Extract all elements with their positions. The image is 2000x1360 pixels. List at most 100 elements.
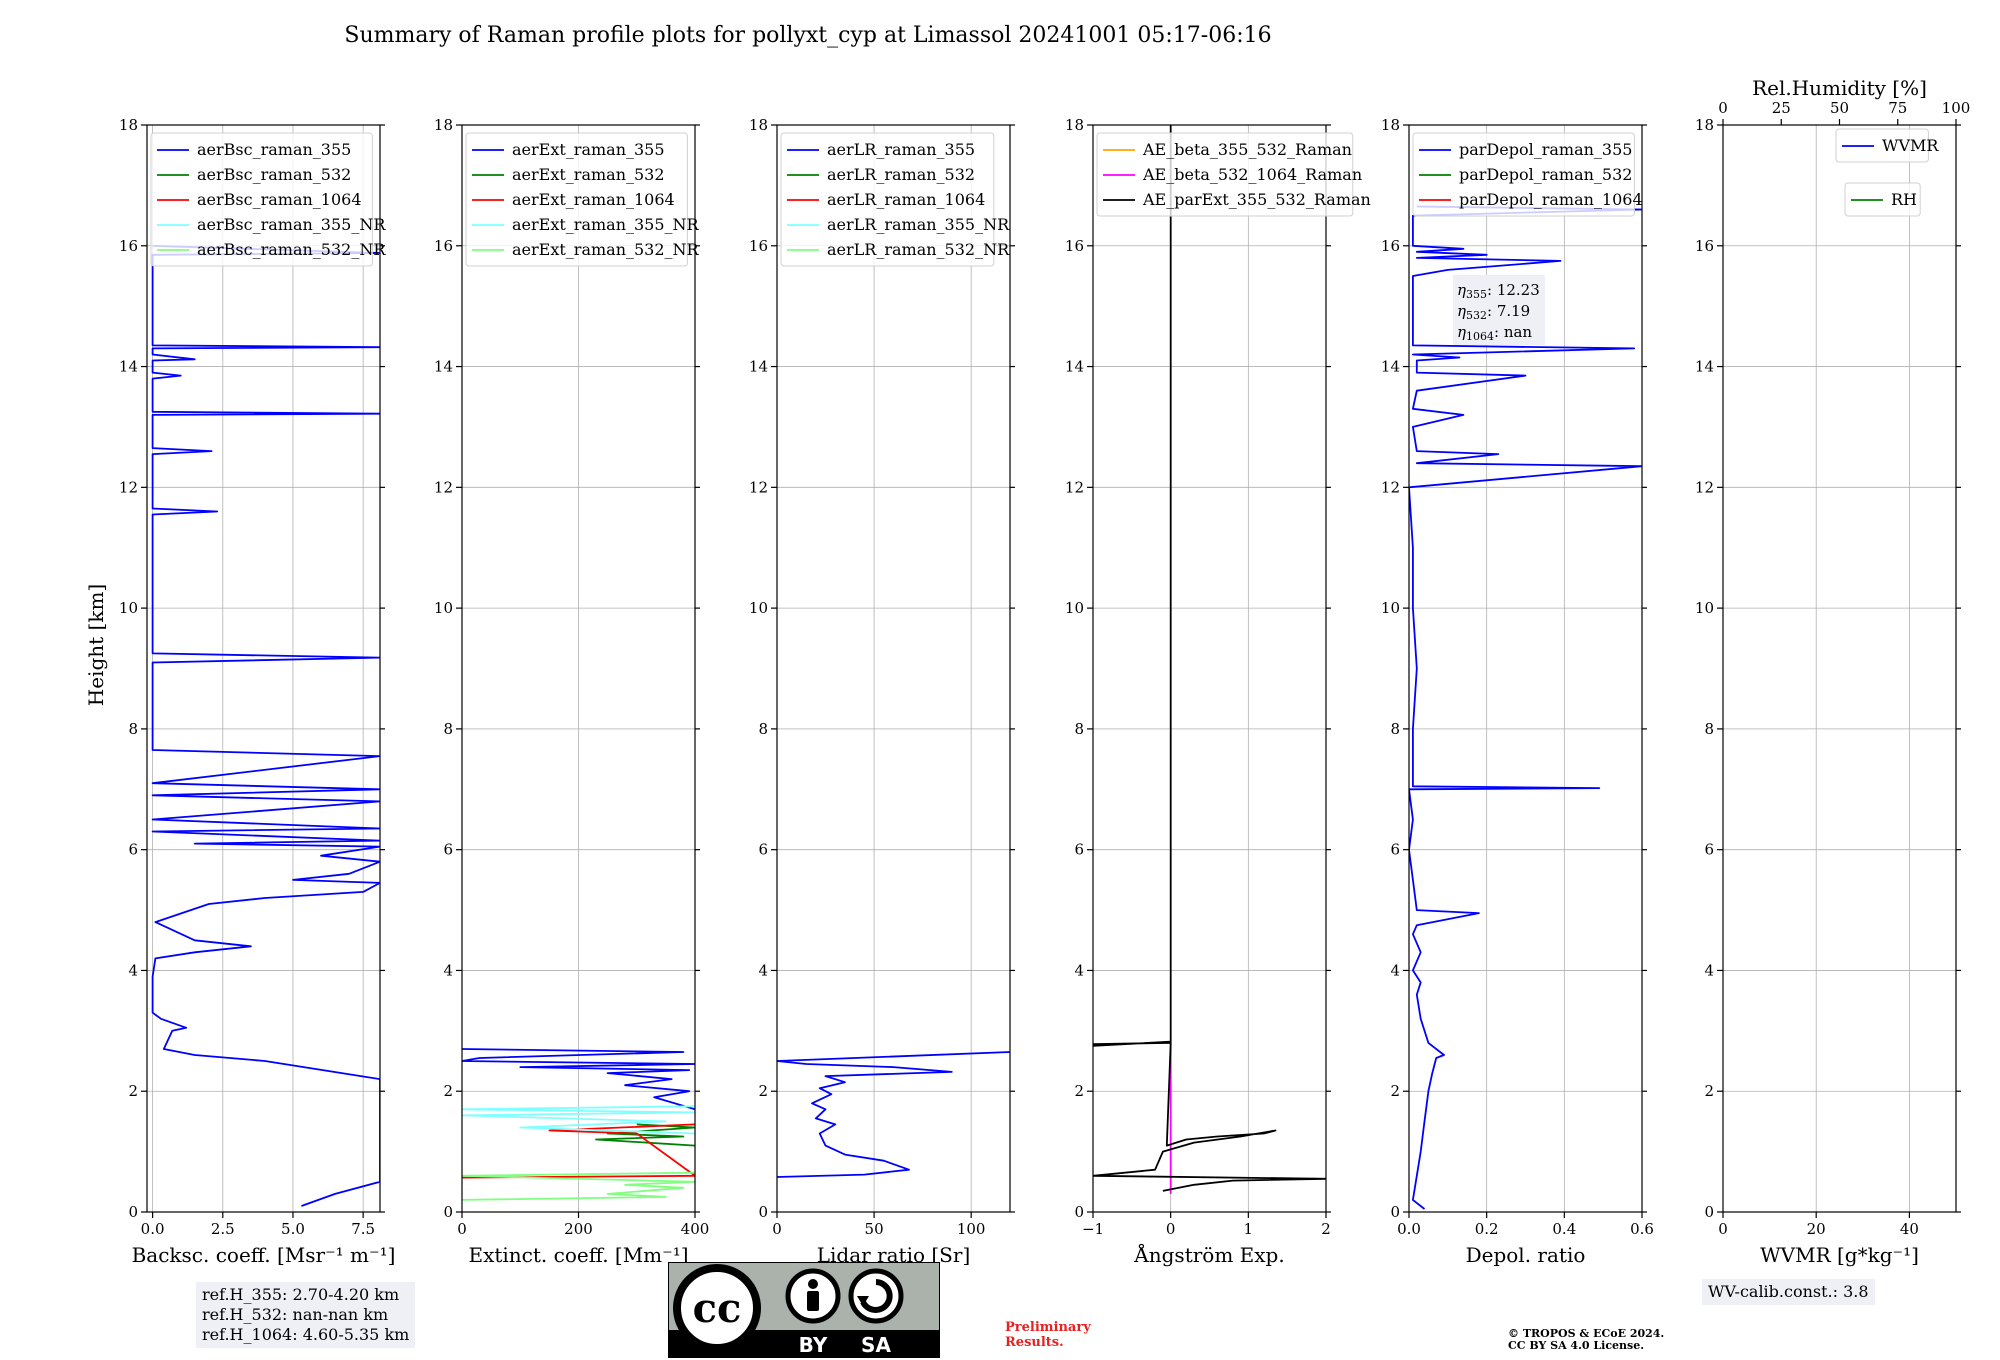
y-tick-label: 4 xyxy=(758,961,768,979)
y-tick-label: 18 xyxy=(1065,116,1084,134)
y-tick-label: 10 xyxy=(1381,599,1400,617)
top-x-tick-label: 50 xyxy=(1830,99,1849,117)
y-tick-label: 6 xyxy=(1390,841,1400,859)
x-axis-label: Ångström Exp. xyxy=(1133,1242,1284,1267)
series-line-aerExt_raman_1064 xyxy=(462,1123,695,1179)
x-tick-label: 200 xyxy=(564,1220,593,1238)
legend-label: parDepol_raman_1064 xyxy=(1459,190,1643,209)
y-tick-label: 0 xyxy=(1390,1203,1400,1221)
y-tick-label: 6 xyxy=(1074,841,1084,859)
legend-label: parDepol_raman_355 xyxy=(1459,140,1632,159)
y-tick-label: 2 xyxy=(1390,1082,1400,1100)
y-tick-label: 16 xyxy=(749,237,768,255)
y-tick-label: 8 xyxy=(1704,720,1714,738)
y-tick-label: 18 xyxy=(119,116,138,134)
y-tick-label: 16 xyxy=(1381,237,1400,255)
x-tick-label: 0 xyxy=(772,1220,782,1238)
y-tick-label: 2 xyxy=(443,1082,453,1100)
y-tick-label: 10 xyxy=(1065,599,1084,617)
cc-label: cc xyxy=(693,1285,742,1332)
x-axis-label: Extinct. coeff. [Mm⁻¹] xyxy=(468,1243,688,1267)
legend-frame xyxy=(780,132,995,267)
legend-label: aerLR_raman_355_NR xyxy=(827,215,1010,234)
x-tick-label: 50 xyxy=(865,1220,884,1238)
eta-line-532: η532: 7.19 xyxy=(1457,302,1530,322)
y-tick-label: 18 xyxy=(1381,116,1400,134)
y-tick-label: 6 xyxy=(758,841,768,859)
y-tick-label: 16 xyxy=(1065,237,1084,255)
series-group xyxy=(777,1051,1010,1178)
series-line-aerExt_raman_355 xyxy=(462,1048,695,1111)
x-axis-label: WVMR [g*kg⁻¹] xyxy=(1760,1243,1919,1267)
plot-frame xyxy=(1408,124,1643,1213)
y-tick-label: 14 xyxy=(1695,358,1714,376)
series-line-parDepol_raman_355 xyxy=(1409,205,1642,1210)
series-line-aerExt_raman_532_NR xyxy=(462,1171,695,1201)
y-tick-label: 10 xyxy=(119,599,138,617)
y-tick-label: 4 xyxy=(128,961,138,979)
x-tick-label: 0.2 xyxy=(1475,1220,1499,1238)
series-line-aerLR_raman_355 xyxy=(777,1051,1010,1178)
y-tick-label: 12 xyxy=(1695,478,1714,496)
legend-label: aerLR_raman_532_NR xyxy=(827,240,1010,259)
plot-frame xyxy=(1092,124,1327,1213)
y-tick-label: 4 xyxy=(1074,961,1084,979)
legend-frame xyxy=(1096,132,1354,217)
plot-frame xyxy=(1722,124,1957,1213)
legend: parDepol_raman_355 parDepol_raman_532 parD… xyxy=(1412,132,1643,217)
legend-label: WVMR xyxy=(1882,136,1939,155)
legend-label: aerExt_raman_532_NR xyxy=(512,240,700,259)
sa-label: SA xyxy=(861,1333,891,1357)
legend: AE_beta_355_532_Raman AE_beta_532_1064_Ra… xyxy=(1096,132,1371,217)
y-tick-label: 12 xyxy=(749,478,768,496)
legend-frame xyxy=(1412,132,1635,217)
series-line-aerBsc_raman_355 xyxy=(151,244,380,1207)
plot-frame xyxy=(146,124,381,1213)
legend-label: aerBsc_raman_355 xyxy=(197,140,351,159)
x-axis-label: Backsc. coeff. [Msr⁻¹ m⁻¹] xyxy=(132,1243,396,1267)
reference-height-box: ref.H_355: 2.70-4.20 km ref.H_532: nan-n… xyxy=(196,1282,416,1348)
legend-frame xyxy=(1835,128,1929,163)
series-line-AE_parExt_355_532_Raman xyxy=(1093,125,1326,1192)
series-group xyxy=(1093,125,1326,1194)
legend-frame xyxy=(465,132,688,267)
y-tick-label: 8 xyxy=(758,720,768,738)
y-tick-label: 6 xyxy=(1704,841,1714,859)
x-tick-label: 7.5 xyxy=(351,1220,375,1238)
y-tick-label: 18 xyxy=(1695,116,1714,134)
series-line-aerExt_raman_355_NR xyxy=(462,1105,695,1135)
y-tick-label: 8 xyxy=(443,720,453,738)
y-tick-label: 0 xyxy=(1074,1203,1084,1221)
legend-label: aerLR_raman_532 xyxy=(827,165,975,184)
legend-label: aerBsc_raman_532 xyxy=(197,165,351,184)
x-tick-label: 40 xyxy=(1900,1220,1919,1238)
ref-height-532: ref.H_532: nan-nan km xyxy=(202,1305,389,1324)
y-tick-label: 14 xyxy=(119,358,138,376)
plot-frame xyxy=(776,124,1011,1213)
preliminary-line-1: Preliminary xyxy=(1005,1320,1091,1335)
y-tick-label: 0 xyxy=(1704,1203,1714,1221)
y-tick-label: 14 xyxy=(1065,358,1084,376)
x-tick-label: 100 xyxy=(957,1220,986,1238)
x-tick-label: 0.0 xyxy=(1397,1220,1421,1238)
preliminary-line-2: Results. xyxy=(1005,1335,1064,1350)
y-tick-label: 0 xyxy=(758,1203,768,1221)
legend-label: aerExt_raman_355 xyxy=(512,140,665,159)
series-group xyxy=(151,244,380,1207)
y-tick-label: 12 xyxy=(1381,478,1400,496)
panel-2: 0 2 4 6 8 10 12 14 16 18 0 200 400 Extinct. coeff. [M… xyxy=(434,116,709,1267)
y-tick-label: 14 xyxy=(1381,358,1400,376)
y-tick-label: 2 xyxy=(128,1082,138,1100)
x-axis-label: Depol. ratio xyxy=(1466,1243,1586,1267)
legend-label: aerExt_raman_1064 xyxy=(512,190,675,209)
x-tick-label: 2 xyxy=(1321,1220,1331,1238)
legend: aerBsc_raman_355 aerBsc_raman_532 aerBsc_r… xyxy=(150,132,386,267)
legend: aerExt_raman_355 aerExt_raman_532 aerExt_r… xyxy=(465,132,700,267)
y-tick-label: 12 xyxy=(434,478,453,496)
by-label: BY xyxy=(799,1333,828,1357)
x-tick-label: 2.5 xyxy=(211,1220,235,1238)
legend-label: aerLR_raman_355 xyxy=(827,140,975,159)
